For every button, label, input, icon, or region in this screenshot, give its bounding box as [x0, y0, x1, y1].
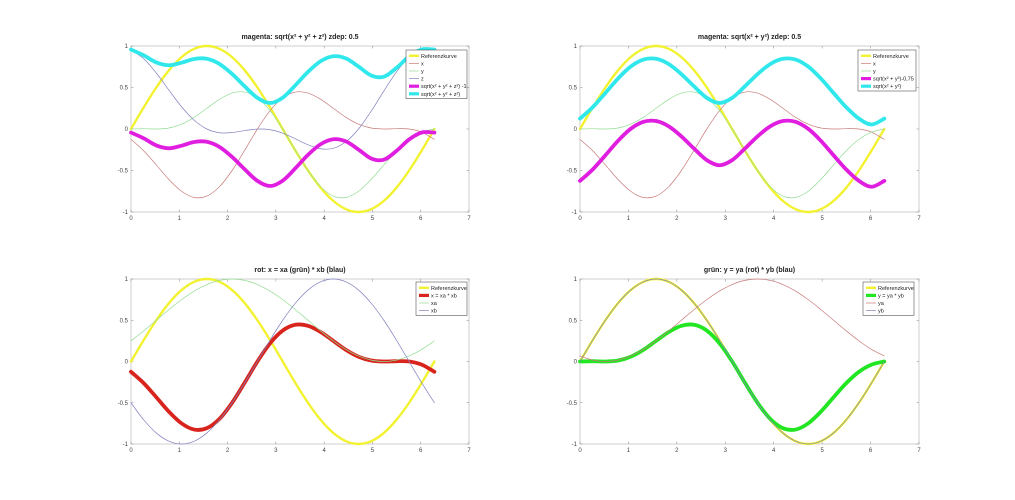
- legend-label: Referenzkurve: [431, 286, 467, 292]
- x-tick-label: 7: [467, 216, 471, 222]
- series-line-thin-red: [579, 278, 885, 362]
- legend-label: ya: [878, 301, 885, 307]
- legend-label: xb: [431, 309, 437, 315]
- x-tick-label: 7: [917, 448, 921, 454]
- legend-label: x: [421, 61, 424, 67]
- legend-label: Referenzkurve: [878, 286, 914, 292]
- x-tick-label: 4: [772, 216, 776, 222]
- subplot-title: rot: x = xa (grün) * xb (blau): [254, 267, 345, 274]
- x-tick-label: 3: [274, 216, 278, 222]
- y-tick-label: -0.5: [118, 401, 129, 407]
- x-tick-label: 1: [178, 216, 182, 222]
- y-tick-label: 0: [125, 127, 129, 133]
- legend-label: sqrt(x² + y² + z²) -1: [421, 84, 467, 90]
- y-tick-label: 0.5: [120, 86, 129, 92]
- x-tick-label: 3: [274, 448, 278, 454]
- subplot-title: magenta: sqrt(x² + y²) zdep: 0.5: [698, 34, 801, 41]
- legend-label: z: [421, 77, 424, 83]
- x-tick-label: 1: [627, 448, 631, 454]
- x-tick-label: 6: [419, 216, 423, 222]
- x-tick-label: 1: [627, 216, 631, 222]
- y-tick-label: 0.5: [569, 318, 578, 324]
- legend-box: [405, 49, 468, 99]
- y-tick-label: -0.5: [567, 401, 578, 407]
- x-tick-label: 2: [226, 216, 230, 222]
- subplot-2: magenta: sqrt(x² + y²) zdep: 0.5 0 1 2 3 4 5 6 7…: [567, 34, 922, 222]
- y-tick-label: 0: [574, 127, 578, 133]
- x-tick-label: 0: [129, 216, 133, 222]
- subplot-3: rot: x = xa (grün) * xb (blau) 0 1 2 3 4 5 6 7 -1…: [118, 267, 472, 454]
- x-tick-label: 2: [675, 216, 679, 222]
- x-tick-label: 7: [917, 216, 921, 222]
- x-tick-label: 1: [178, 448, 182, 454]
- legend-label: xa: [431, 301, 438, 307]
- y-tick-label: 1: [125, 277, 129, 283]
- y-tick-label: -1: [572, 442, 578, 448]
- y-tick-label: 0.5: [120, 318, 129, 324]
- series-line-thin-green: [579, 91, 885, 199]
- subplot-1: magenta: sqrt(x² + y² + z²) zdep: 0.5 0 1 2…: [118, 34, 472, 222]
- y-tick-label: 0.5: [569, 86, 578, 92]
- subplot-title: grün: y = ya (rot) * yb (blau): [704, 267, 795, 274]
- legend-label: sqrt(x² + y²)-0,75: [873, 77, 914, 83]
- x-tick-label: 0: [578, 216, 582, 222]
- legend-label: sqrt(x² + y²): [873, 84, 901, 90]
- subplot-title: magenta: sqrt(x² + y² + z²) zdep: 0.5: [241, 34, 358, 41]
- series-line-thin-blue: [130, 48, 435, 150]
- series-line-thin-green: [130, 278, 435, 362]
- x-tick-label: 4: [322, 216, 326, 222]
- x-tick-label: 3: [724, 216, 728, 222]
- x-tick-label: 5: [371, 216, 375, 222]
- y-tick-label: 1: [574, 277, 578, 283]
- x-tick-label: 5: [820, 448, 824, 454]
- y-tick-label: 0: [574, 360, 578, 366]
- x-tick-label: 7: [467, 448, 471, 454]
- legend-label: Referenzkurve: [873, 54, 909, 60]
- legend-label: yb: [878, 309, 884, 315]
- x-tick-label: 2: [675, 448, 679, 454]
- x-tick-label: 6: [419, 448, 423, 454]
- legend-label: x: [873, 61, 876, 67]
- x-tick-label: 5: [371, 448, 375, 454]
- y-tick-label: 1: [125, 44, 129, 50]
- series-line-cyan: [129, 47, 437, 105]
- legend-label: sqrt(x² + y² + z²): [421, 92, 460, 98]
- series-line-thin-blue: [130, 278, 435, 445]
- x-tick-label: 0: [578, 448, 582, 454]
- series-line-thin-blue: [579, 278, 885, 445]
- x-tick-label: 3: [724, 448, 728, 454]
- legend-label: x = xa * xb: [431, 293, 457, 299]
- y-tick-label: 1: [574, 44, 578, 50]
- y-tick-label: 0: [125, 360, 129, 366]
- series-line-thin-green: [130, 91, 435, 199]
- x-tick-label: 4: [772, 448, 776, 454]
- x-tick-label: 0: [129, 448, 133, 454]
- subplot-4: grün: y = ya (rot) * yb (blau) 0 1 2 3 4 5 6 7 -1…: [567, 267, 922, 454]
- x-tick-label: 6: [869, 216, 873, 222]
- series-line-cyan: [578, 56, 887, 127]
- series-line-magenta: [578, 118, 887, 189]
- y-tick-label: -1: [123, 442, 129, 448]
- y-tick-label: -0.5: [118, 169, 129, 175]
- y-tick-label: -0.5: [567, 169, 578, 175]
- legend-label: y = ya * yb: [878, 293, 904, 299]
- legend-label: Referenzkurve: [421, 54, 457, 60]
- legend-label: y: [421, 69, 424, 75]
- x-tick-label: 6: [869, 448, 873, 454]
- series-line-reference: [129, 277, 436, 446]
- y-tick-label: -1: [123, 210, 129, 216]
- x-tick-label: 4: [322, 448, 326, 454]
- series-line-magenta: [129, 130, 437, 188]
- y-tick-label: -1: [572, 210, 578, 216]
- axes-box: [579, 278, 920, 445]
- legend-label: y: [873, 69, 876, 75]
- x-tick-label: 2: [226, 448, 230, 454]
- x-tick-label: 5: [820, 216, 824, 222]
